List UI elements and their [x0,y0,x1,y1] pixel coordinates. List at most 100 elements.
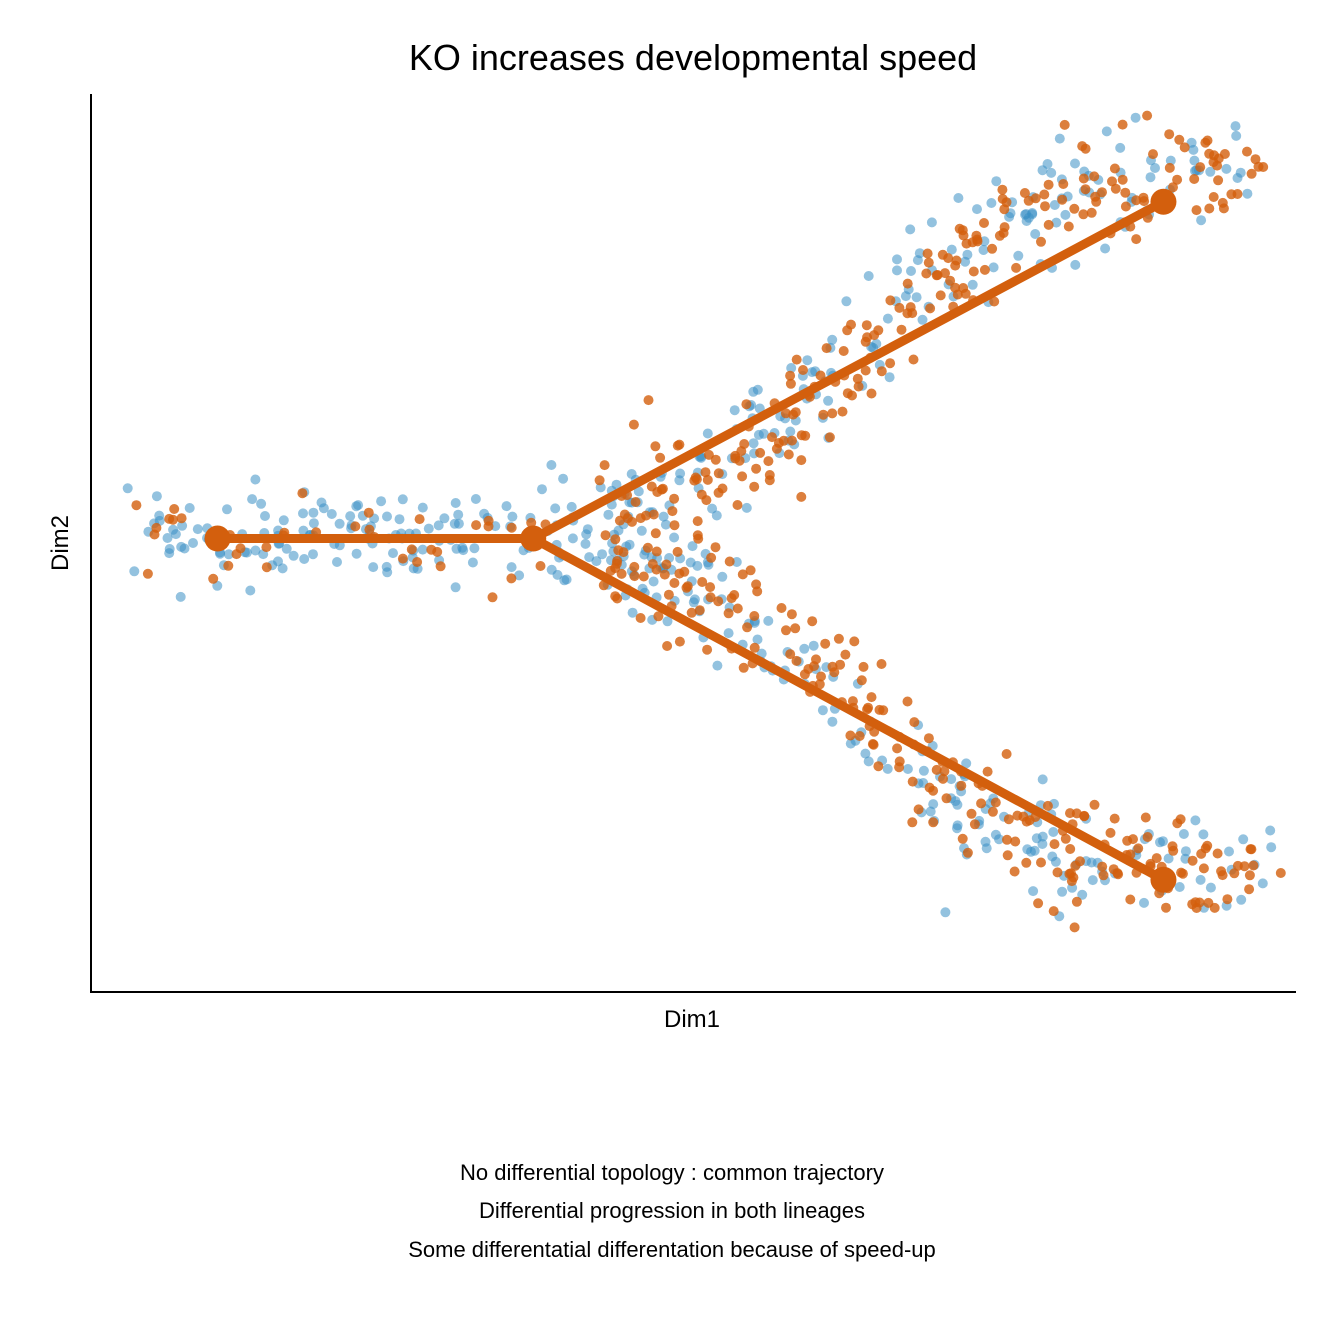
trajectory-edge-branch-end-up [528,197,1168,544]
data-point-series-1 [1028,886,1039,897]
data-point-series-2 [853,381,864,392]
data-point-series-1 [1029,845,1040,856]
data-point-series-1 [1139,897,1149,908]
data-point-series-2 [1010,836,1021,847]
data-point-series-1 [823,395,834,406]
data-point-series-2 [1049,839,1060,850]
data-point-series-2 [641,510,651,521]
data-point-series-2 [737,471,748,482]
data-point-series-2 [1089,799,1100,810]
data-point-series-2 [364,524,375,535]
data-point-series-1 [559,575,570,586]
data-point-series-1 [1145,172,1156,183]
data-point-series-1 [1077,889,1088,900]
data-point-series-2 [860,365,871,376]
data-point-series-2 [815,370,826,381]
data-point-series-1 [863,271,874,281]
data-point-series-2 [1198,863,1209,874]
data-point-series-2 [610,534,621,545]
data-point-series-2 [846,319,856,330]
data-point-series-1 [184,503,195,513]
data-point-series-1 [129,566,140,577]
data-point-series-2 [723,608,734,619]
data-point-series-1 [439,513,450,524]
data-point-series-2 [1133,843,1144,854]
data-point-series-2 [861,320,872,331]
data-point-series-1 [753,429,764,440]
data-point-series-2 [878,705,889,716]
data-point-series-2 [962,847,973,858]
data-point-series-2 [414,514,425,525]
data-point-series-1 [1189,155,1200,166]
data-point-series-1 [558,473,569,484]
data-point-series-2 [783,449,794,460]
data-point-series-2 [1244,870,1255,881]
data-point-series-1 [988,262,999,273]
data-point-series-1 [567,533,578,544]
data-point-series-1 [1013,250,1024,261]
data-point-series-2 [613,545,624,556]
data-point-series-1 [808,640,819,651]
data-point-series-2 [1120,201,1131,212]
data-point-series-2 [1172,174,1183,185]
data-point-series-2 [814,679,825,690]
data-point-series-1 [288,550,299,561]
data-point-series-1 [917,314,928,325]
data-point-series-1 [247,494,258,505]
data-point-series-2 [1001,197,1012,208]
data-point-series-1 [1050,856,1061,867]
data-point-series-2 [169,504,180,514]
data-point-series-2 [412,557,423,567]
data-point-series-2 [896,324,907,335]
data-point-series-2 [599,460,610,471]
data-point-series-1 [967,279,978,290]
data-point-series-1 [1155,837,1165,848]
data-point-series-2 [648,509,659,520]
data-point-series-1 [260,511,270,521]
data-point-series-1 [250,545,261,556]
data-point-series-1 [1086,857,1097,868]
data-point-series-2 [849,636,860,647]
data-point-series-2 [987,806,998,817]
data-point-series-1 [1232,173,1243,183]
data-point-series-2 [1191,205,1202,216]
data-point-series-2 [652,487,663,497]
data-point-series-1 [467,557,478,568]
data-point-series-1 [911,292,922,303]
data-point-series-2 [1239,861,1250,872]
data-point-series-2 [941,793,952,804]
data-point-series-2 [642,542,653,553]
data-point-series-1 [170,529,181,540]
trajectory-milestone-end-up [1150,188,1177,215]
data-point-series-2 [297,488,308,499]
data-point-series-1 [1046,167,1057,178]
data-point-series-2 [1139,196,1150,207]
data-point-series-2 [957,833,968,844]
data-point-series-2 [1021,857,1032,868]
data-point-series-1 [506,562,517,573]
data-point-series-2 [1098,870,1109,881]
data-point-series-2 [1069,922,1080,933]
data-point-series-1 [906,266,916,276]
caption-line-1: No differential topology : common trajec… [460,1160,884,1185]
data-point-series-2 [1204,203,1215,214]
data-point-series-1 [1070,158,1080,169]
data-point-series-2 [1078,209,1089,220]
data-point-series-2 [526,517,537,528]
trajectory-layer [204,188,1177,893]
data-point-series-2 [1009,866,1020,877]
data-point-series-2 [1248,860,1259,871]
data-point-series-2 [1071,896,1082,907]
data-point-series-2 [873,761,884,772]
data-point-series-1 [537,484,547,495]
data-point-series-2 [809,661,819,672]
data-point-series-2 [876,366,887,377]
data-point-series-2 [1179,142,1190,153]
data-point-series-2 [862,704,873,715]
data-point-series-1 [308,507,319,518]
data-point-series-2 [866,692,877,703]
data-point-series-2 [363,507,374,518]
data-point-series-2 [176,513,187,524]
data-point-series-1 [308,549,318,560]
data-point-series-2 [223,560,234,571]
